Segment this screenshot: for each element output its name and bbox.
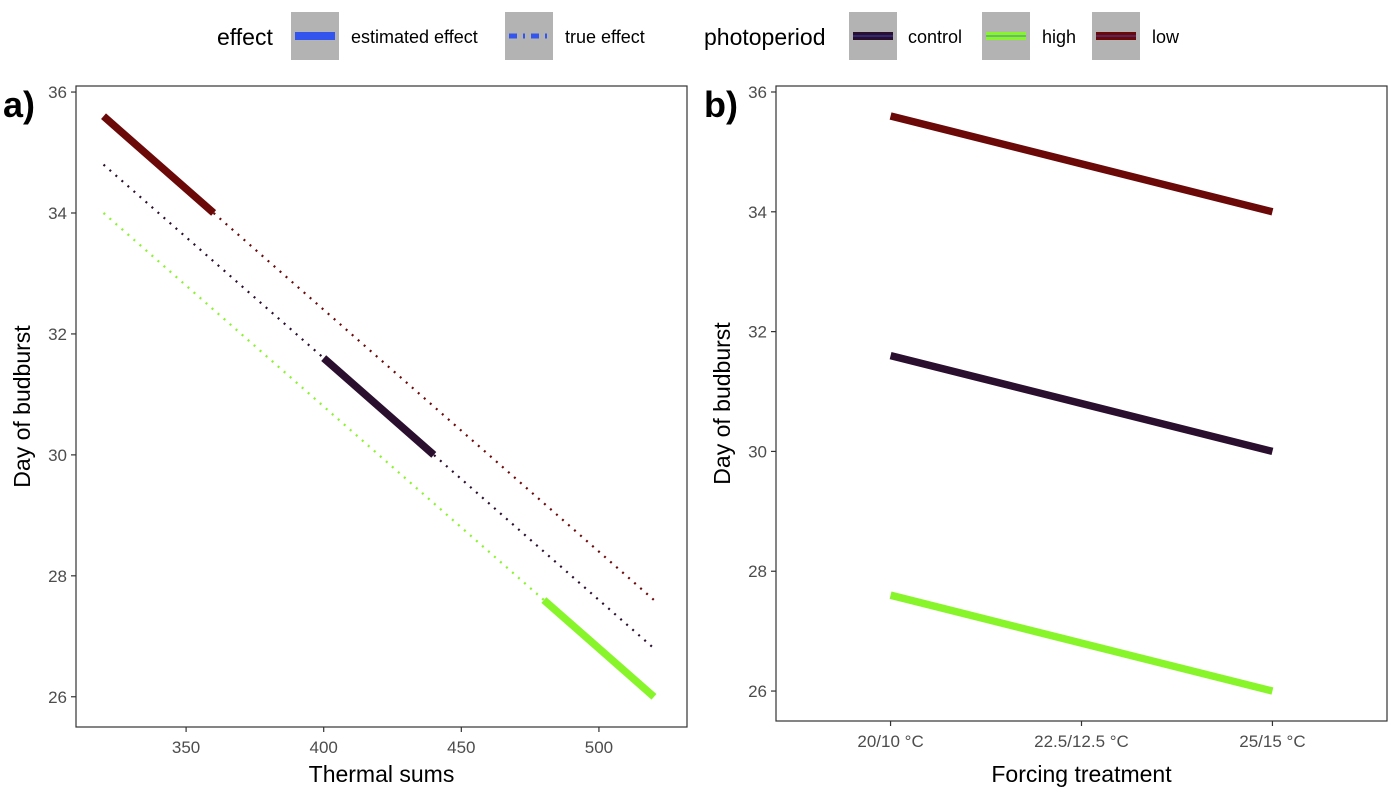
y-tick-label: 30 xyxy=(48,446,67,465)
y-tick-label: 34 xyxy=(48,204,67,223)
series-line-control xyxy=(889,351,1274,456)
legend-title-photoperiod: photoperiod xyxy=(704,24,826,50)
legend: effect estimated effect true effect photope… xyxy=(217,12,1180,60)
series-line-low xyxy=(889,112,1274,216)
x-tick-label: 450 xyxy=(447,738,475,757)
y-tick-label: 36 xyxy=(748,83,767,102)
y-tick-label: 32 xyxy=(48,325,67,344)
series-line-high xyxy=(889,591,1274,695)
x-axis-title: Forcing treatment xyxy=(991,761,1172,787)
x-tick-label: 400 xyxy=(310,738,338,757)
y-tick-label: 28 xyxy=(748,562,767,581)
legend-key-high xyxy=(982,12,1030,60)
panel-label: a) xyxy=(3,84,35,125)
legend-key-control xyxy=(849,12,897,60)
x-tick-label: 25/15 °C xyxy=(1239,732,1305,751)
x-tick-label: 350 xyxy=(172,738,200,757)
x-tick-label: 22.5/12.5 °C xyxy=(1034,732,1129,751)
y-axis-title: Day of budburst xyxy=(709,322,735,485)
series-line-low-true-effect xyxy=(212,212,655,601)
legend-label-estimated-effect: estimated effect xyxy=(351,27,478,47)
series-line-low-estimated-effect xyxy=(101,113,217,216)
y-tick-label: 36 xyxy=(48,83,67,102)
legend-title-effect: effect xyxy=(217,24,273,50)
legend-key-low xyxy=(1092,12,1140,60)
series-line-high-true-effect xyxy=(102,212,545,601)
series-line-high-estimated-effect xyxy=(541,597,657,700)
legend-key-true-effect xyxy=(505,12,553,60)
x-axis-title: Thermal sums xyxy=(309,761,455,787)
series-line-control-estimated-effect xyxy=(321,355,437,458)
x-tick-label: 20/10 °C xyxy=(857,732,923,751)
legend-label-low: low xyxy=(1152,27,1180,47)
y-tick-label: 26 xyxy=(748,682,767,701)
y-tick-label: 34 xyxy=(748,203,767,222)
y-tick-label: 32 xyxy=(748,323,767,342)
y-tick-label: 28 xyxy=(48,567,67,586)
panel-border xyxy=(75,85,688,728)
y-tick-label: 26 xyxy=(48,688,67,707)
panel-b: 26 28 30 32 34 36 20/10 °C 22.5/12.5 °C 25/15 °C… xyxy=(704,83,1388,787)
panel-a: 26 28 30 32 34 36 350 400 450 500 Thermal sums Day … xyxy=(3,83,688,787)
legend-label-control: control xyxy=(908,27,962,47)
y-tick-label: 30 xyxy=(748,442,767,461)
x-tick-label: 500 xyxy=(585,738,613,757)
y-axis-title: Day of budburst xyxy=(9,325,35,488)
legend-key-estimated-effect xyxy=(291,12,339,60)
legend-label-true-effect: true effect xyxy=(565,27,645,47)
legend-label-high: high xyxy=(1042,27,1076,47)
panel-label: b) xyxy=(704,84,738,125)
